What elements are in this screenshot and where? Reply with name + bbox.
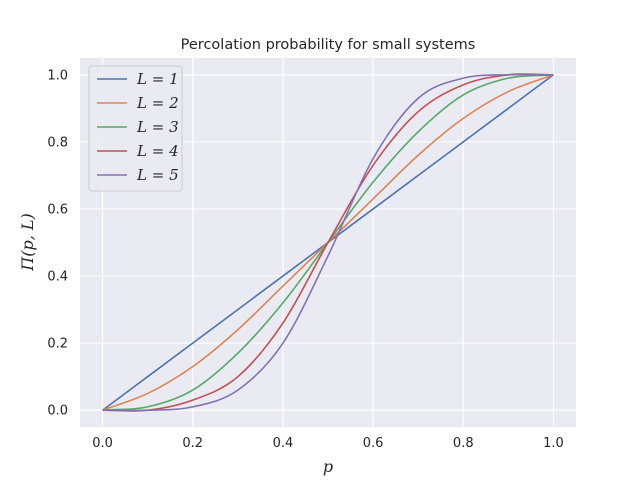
legend-label: L = 5 (136, 166, 179, 184)
y-tick-label: 0.2 (47, 337, 68, 352)
y-tick-label: 1.0 (47, 68, 68, 83)
y-tick-labels: 0.0 0.2 0.4 0.6 0.8 1.0 (47, 68, 68, 418)
legend-label: L = 4 (136, 142, 179, 160)
y-tick-label: 0.4 (47, 270, 68, 285)
y-tick-label: 0.6 (47, 202, 68, 217)
chart-title: Percolation probability for small system… (181, 37, 476, 53)
grid (80, 58, 576, 427)
legend: L = 1 L = 2 L = 3 L = 4 L = 5 (88, 65, 183, 192)
x-tick-label: 0.0 (92, 436, 113, 451)
legend-label: L = 1 (136, 70, 179, 88)
legend-label: L = 2 (136, 94, 179, 112)
series-lines (102, 73, 554, 412)
x-axis-label: p (323, 457, 333, 476)
series-line-4 (102, 73, 554, 412)
x-tick-label: 0.6 (363, 436, 384, 451)
y-tick-label: 0.8 (47, 135, 68, 150)
y-tick-label: 0.0 (47, 404, 68, 419)
x-tick-label: 0.4 (273, 436, 294, 451)
series-line-5 (102, 73, 554, 412)
y-axis-label: Π(p, L) (18, 213, 37, 271)
legend-box (88, 65, 183, 192)
x-tick-label: 0.2 (182, 436, 203, 451)
legend-label: L = 3 (136, 118, 179, 136)
x-tick-labels: 0.0 0.2 0.4 0.6 0.8 1.0 (92, 436, 564, 451)
x-tick-label: 0.8 (453, 436, 474, 451)
x-tick-label: 1.0 (543, 436, 564, 451)
